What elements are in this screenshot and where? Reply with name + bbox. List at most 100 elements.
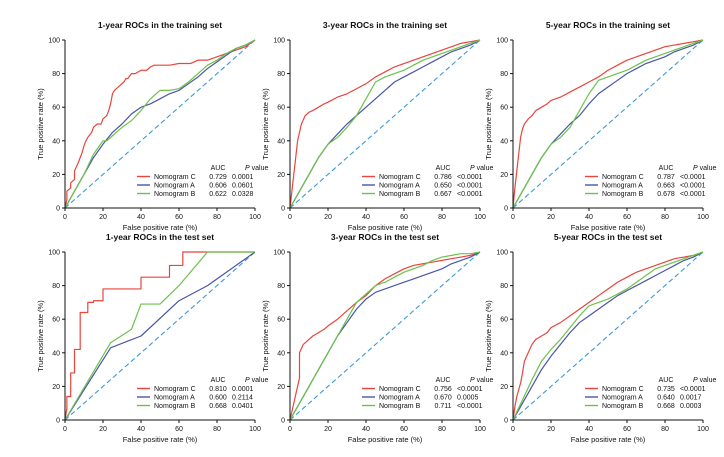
legend-header-auc: AUC bbox=[436, 377, 451, 384]
legend-series-name: Nomogram A bbox=[379, 395, 420, 402]
roc-curve-nomogram-a bbox=[64, 39, 256, 209]
legend-auc-value: 0.670 bbox=[434, 395, 452, 402]
y-tick-label: 20 bbox=[500, 384, 508, 391]
y-tick-label: 40 bbox=[277, 138, 285, 145]
legend-header-p: P bbox=[693, 165, 698, 172]
legend-series-name: Nomogram B bbox=[154, 403, 196, 410]
x-axis-label: False positive rate (%) bbox=[571, 223, 646, 232]
legend-header-auc: AUC bbox=[659, 377, 674, 384]
y-tick-label: 100 bbox=[496, 250, 508, 257]
x-tick-label: 80 bbox=[661, 426, 669, 433]
x-tick-label: 40 bbox=[585, 426, 593, 433]
roc-curve-nomogram-a bbox=[64, 251, 256, 421]
x-tick-label: 0 bbox=[63, 426, 67, 433]
roc-curve-nomogram-b bbox=[64, 251, 255, 421]
legend: AUC P value Nomogram C 0.810 0.0001 Nomogram … bbox=[137, 377, 268, 410]
chart-title: 3-year ROCs in the test set bbox=[331, 232, 439, 242]
legend-header-auc: AUC bbox=[211, 165, 226, 172]
roc-curve-nomogram-c bbox=[64, 251, 255, 421]
x-tick-label: 60 bbox=[175, 214, 183, 221]
roc-panel-1: 1-year ROCs in the training set 0 20 40 60 80… bbox=[36, 20, 268, 232]
legend: AUC P value Nomogram C 0.787 <0.0001 Nomogram… bbox=[585, 165, 716, 198]
x-tick-label: 0 bbox=[288, 214, 292, 221]
roc-panel-6: 5-year ROCs in the test set 0 20 40 60 80 100 0… bbox=[484, 232, 716, 444]
y-tick-label: 0 bbox=[504, 206, 508, 213]
legend-header-value: value bbox=[475, 377, 494, 384]
y-axis-label: True positive rate (%) bbox=[484, 300, 493, 372]
y-axis-label: True positive rate (%) bbox=[36, 88, 45, 160]
legend-p-value: 0.0001 bbox=[232, 174, 254, 181]
legend-header-p-value: P value bbox=[245, 165, 268, 172]
x-axis-label: False positive rate (%) bbox=[348, 435, 423, 444]
legend-p-value: 0.0328 bbox=[232, 191, 254, 198]
y-tick-label: 40 bbox=[52, 350, 60, 357]
legend-series-name: Nomogram A bbox=[602, 395, 643, 402]
x-tick-label: 40 bbox=[362, 426, 370, 433]
roc-curve-nomogram-b bbox=[289, 39, 481, 209]
legend-auc-value: 0.650 bbox=[434, 183, 452, 190]
legend-header-p-value: P value bbox=[693, 377, 716, 384]
x-tick-label: 40 bbox=[137, 426, 145, 433]
y-tick-label: 80 bbox=[52, 71, 60, 78]
legend-p-value: <0.0001 bbox=[457, 191, 483, 198]
legend-series-name: Nomogram C bbox=[379, 386, 421, 393]
x-tick-label: 80 bbox=[438, 214, 446, 221]
legend-series-name: Nomogram C bbox=[602, 386, 644, 393]
legend-auc-value: 0.786 bbox=[434, 174, 452, 181]
legend-auc-value: 0.668 bbox=[657, 403, 675, 410]
legend-p-value: 0.0003 bbox=[680, 403, 702, 410]
legend-auc-value: 0.678 bbox=[657, 191, 675, 198]
legend: AUC P value Nomogram C 0.756 <0.0001 Nomogram… bbox=[362, 377, 493, 410]
x-tick-label: 100 bbox=[474, 214, 486, 221]
x-tick-label: 60 bbox=[400, 426, 408, 433]
roc-curve-nomogram-c bbox=[512, 251, 704, 421]
chart-title: 5-year ROCs in the training set bbox=[546, 20, 670, 30]
x-axis-label: False positive rate (%) bbox=[123, 223, 198, 232]
legend-p-value: <0.0001 bbox=[457, 183, 483, 190]
y-tick-label: 60 bbox=[277, 317, 285, 324]
legend-auc-value: 0.756 bbox=[434, 386, 452, 393]
legend-header-auc: AUC bbox=[436, 165, 451, 172]
reference-diagonal-line bbox=[512, 251, 704, 421]
legend-p-value: <0.0001 bbox=[680, 183, 706, 190]
legend-p-value: <0.0001 bbox=[457, 386, 483, 393]
legend-auc-value: 0.667 bbox=[434, 191, 452, 198]
roc-curve-nomogram-b bbox=[289, 251, 481, 421]
legend: AUC P value Nomogram C 0.786 <0.0001 Nomogram… bbox=[362, 165, 493, 198]
roc-panel-4: 1-year ROCs in the test set 0 20 40 60 80 100 0… bbox=[36, 232, 268, 444]
x-axis-label: False positive rate (%) bbox=[348, 223, 423, 232]
y-tick-label: 100 bbox=[273, 250, 285, 257]
x-tick-label: 0 bbox=[511, 214, 515, 221]
legend-p-value: 0.0401 bbox=[232, 403, 254, 410]
x-tick-label: 80 bbox=[438, 426, 446, 433]
y-tick-label: 100 bbox=[48, 250, 60, 257]
y-tick-label: 0 bbox=[56, 418, 60, 425]
y-tick-label: 20 bbox=[277, 384, 285, 391]
y-tick-label: 80 bbox=[500, 71, 508, 78]
chart-title: 1-year ROCs in the test set bbox=[106, 232, 214, 242]
legend-header-p: P bbox=[245, 377, 250, 384]
legend-auc-value: 0.600 bbox=[209, 395, 227, 402]
roc-curve-nomogram-b bbox=[512, 251, 704, 421]
legend-p-value: 0.0601 bbox=[232, 183, 254, 190]
y-axis-label: True positive rate (%) bbox=[36, 300, 45, 372]
legend-auc-value: 0.735 bbox=[657, 386, 675, 393]
roc-curve-nomogram-a bbox=[512, 251, 704, 421]
roc-panel-5: 3-year ROCs in the test set 0 20 40 60 80 100 0… bbox=[261, 232, 493, 444]
x-tick-label: 20 bbox=[99, 426, 107, 433]
roc-curve-nomogram-c bbox=[289, 251, 481, 421]
y-tick-label: 20 bbox=[52, 384, 60, 391]
legend-header-p: P bbox=[470, 165, 475, 172]
legend-series-name: Nomogram A bbox=[602, 183, 643, 190]
x-tick-label: 40 bbox=[585, 214, 593, 221]
x-tick-label: 20 bbox=[547, 426, 555, 433]
y-axis-label: True positive rate (%) bbox=[261, 300, 270, 372]
x-tick-label: 20 bbox=[324, 426, 332, 433]
reference-diagonal-line bbox=[64, 251, 256, 421]
reference-diagonal-line bbox=[289, 251, 481, 421]
legend-header-value: value bbox=[250, 377, 269, 384]
legend-auc-value: 0.787 bbox=[657, 174, 675, 181]
x-axis-label: False positive rate (%) bbox=[123, 435, 198, 444]
